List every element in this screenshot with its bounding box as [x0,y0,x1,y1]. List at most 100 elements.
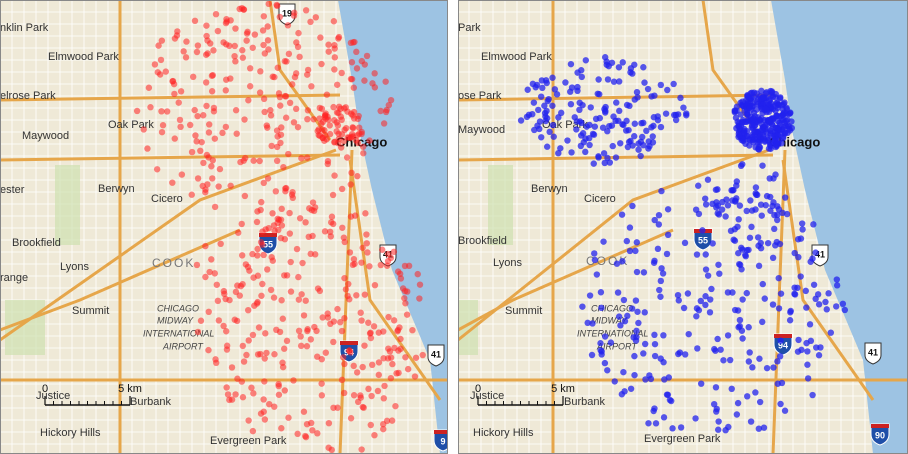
incident-dot [239,342,247,350]
incident-dot [746,234,754,241]
incident-dot [615,117,622,124]
incident-dot [158,108,165,115]
incident-dot [747,418,755,425]
incident-dot [640,269,648,276]
incident-dot [702,293,709,300]
incident-dot [292,105,300,113]
incident-dot [261,108,268,116]
incident-dot [670,80,677,88]
incident-dot [640,350,647,357]
incident-dot [213,281,221,288]
incident-dot [760,135,768,142]
incident-dot [170,80,178,88]
incident-dot [221,290,228,298]
incident-dot [302,432,309,440]
incident-dot [775,274,782,282]
incident-dot [734,307,742,314]
incident-dot [345,347,353,354]
incident-dot [657,355,664,362]
incident-dot [353,292,360,299]
incident-dot [633,239,641,246]
incident-dot [633,327,640,335]
incident-dot [529,110,536,118]
place-label: ose Park [458,90,502,102]
incident-dot [275,382,282,390]
incident-dot [763,192,771,200]
incident-dot [238,220,245,228]
incident-dot [587,104,594,111]
incident-dot [223,342,231,349]
place-label: Lyons [60,261,89,273]
incident-dot [354,115,362,123]
incident-dot [576,118,584,125]
incident-dot [724,332,732,339]
incident-dot [839,300,847,308]
incident-dot [680,104,687,111]
incident-dot [375,359,383,366]
incident-dot [328,213,336,220]
incident-dot [271,351,278,358]
incident-dot [363,231,370,238]
incident-dot [748,94,755,101]
incident-dot [392,402,399,410]
incident-dot [335,135,342,143]
incident-dot [307,419,315,427]
incident-dot [810,281,818,288]
incident-dot [623,237,631,245]
incident-dot [330,103,337,111]
incident-dot [299,259,306,267]
incident-dot [203,32,210,40]
incident-dot [709,200,716,208]
incident-dot [745,358,753,365]
incident-dot [620,296,628,304]
incident-dot [549,121,557,129]
incident-dot [401,287,409,295]
incident-dot [755,146,763,153]
incident-dot [133,107,141,115]
incident-dot [797,273,804,280]
incident-dot [231,42,238,50]
incident-dot [760,424,768,431]
incident-dot [416,281,424,288]
incident-dot [353,65,361,72]
incident-dot [246,83,254,90]
incident-dot [631,352,638,360]
incident-dot [739,98,746,105]
incident-dot [358,128,365,136]
incident-dot [334,122,342,129]
incident-dot [204,181,211,188]
scale-zero: 0 [475,383,481,395]
incident-dot [736,322,743,330]
incident-dot [724,289,732,296]
incident-dot [651,257,658,264]
incident-dot [240,358,248,365]
incident-dot [264,23,271,30]
incident-dot [371,281,379,289]
incident-dot [736,202,744,209]
incident-dot [794,348,802,355]
incident-dot [186,121,194,129]
incident-dot [651,340,659,348]
interstate-band [434,430,448,434]
incident-dot [756,398,764,406]
incident-dot [298,155,305,162]
incident-dot [632,297,640,304]
incident-dot [780,111,787,118]
incident-dot [660,414,668,421]
incident-dot [159,122,167,129]
incident-dot [340,354,347,361]
interstate-band [774,334,792,338]
incident-dot [736,260,743,268]
incident-dot [771,225,778,233]
incident-dot [601,105,608,113]
incident-dot [346,249,354,256]
incident-dot [349,112,356,119]
incident-dot [380,425,387,433]
incident-dot [785,110,792,118]
incident-dot [271,227,278,234]
incident-dot [183,38,190,45]
incident-dot [745,324,752,331]
incident-dot [601,54,609,61]
incident-dot [780,100,787,108]
